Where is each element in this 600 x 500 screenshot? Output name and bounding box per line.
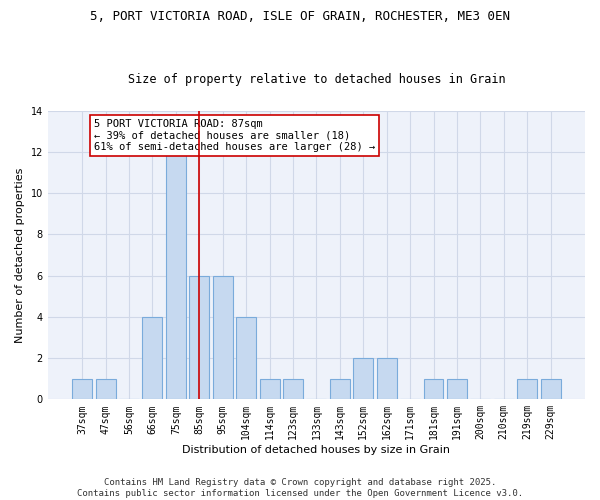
Bar	[517, 378, 537, 400]
Bar	[260, 378, 280, 400]
Bar	[72, 378, 92, 400]
Bar	[142, 317, 163, 400]
Bar	[213, 276, 233, 400]
Bar	[447, 378, 467, 400]
Bar	[424, 378, 443, 400]
Bar	[541, 378, 560, 400]
Text: Contains HM Land Registry data © Crown copyright and database right 2025.
Contai: Contains HM Land Registry data © Crown c…	[77, 478, 523, 498]
Text: 5 PORT VICTORIA ROAD: 87sqm
← 39% of detached houses are smaller (18)
61% of sem: 5 PORT VICTORIA ROAD: 87sqm ← 39% of det…	[94, 119, 375, 152]
Text: 5, PORT VICTORIA ROAD, ISLE OF GRAIN, ROCHESTER, ME3 0EN: 5, PORT VICTORIA ROAD, ISLE OF GRAIN, RO…	[90, 10, 510, 23]
Title: Size of property relative to detached houses in Grain: Size of property relative to detached ho…	[128, 73, 505, 86]
Y-axis label: Number of detached properties: Number of detached properties	[15, 168, 25, 342]
Bar	[353, 358, 373, 400]
X-axis label: Distribution of detached houses by size in Grain: Distribution of detached houses by size …	[182, 445, 451, 455]
Bar	[330, 378, 350, 400]
Bar	[377, 358, 397, 400]
Bar	[95, 378, 116, 400]
Bar	[283, 378, 303, 400]
Bar	[236, 317, 256, 400]
Bar	[166, 152, 186, 400]
Bar	[190, 276, 209, 400]
